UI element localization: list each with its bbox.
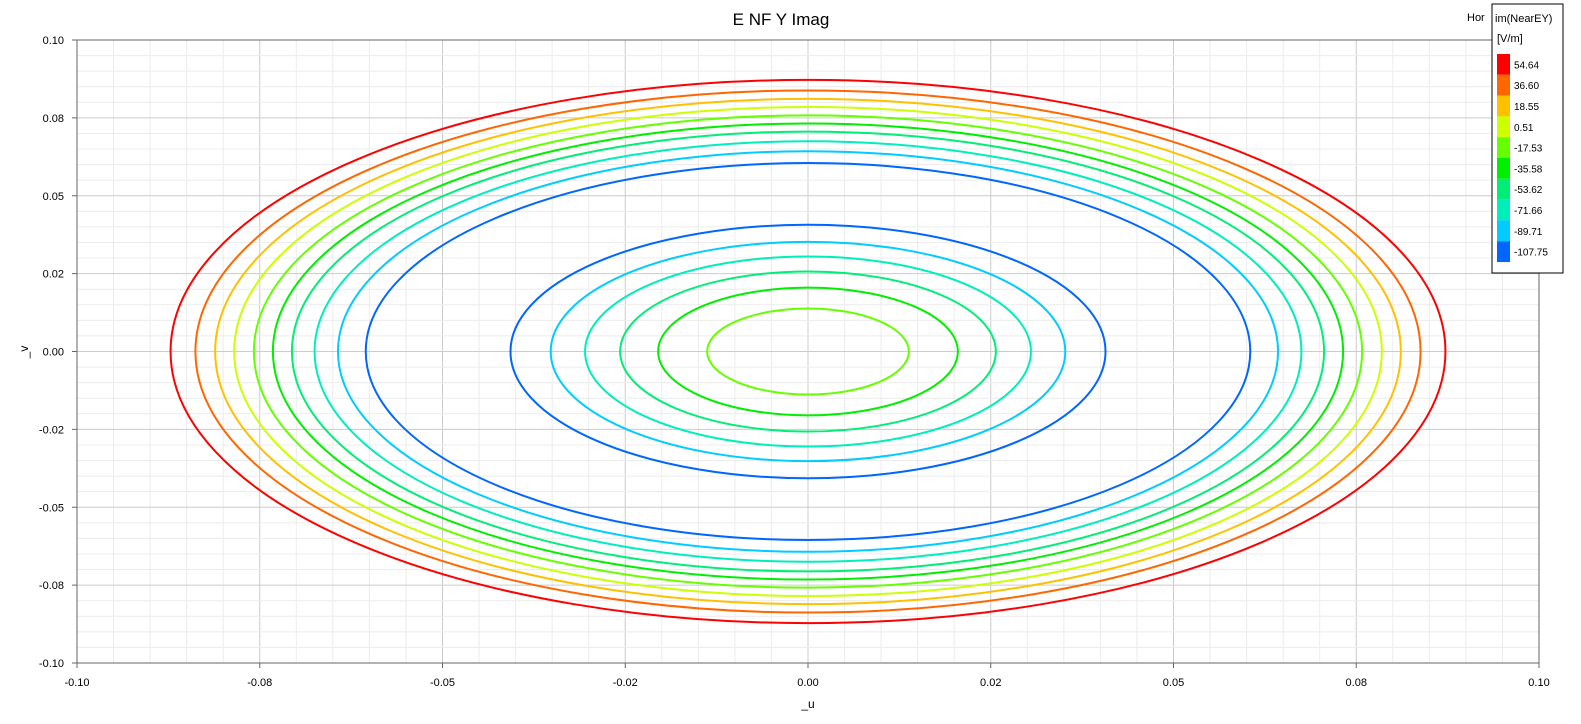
legend-swatch xyxy=(1497,220,1510,242)
legend-label: -89.71 xyxy=(1514,227,1543,238)
x-tick-label: 0.05 xyxy=(1163,677,1184,689)
contour-line xyxy=(706,307,910,396)
x-tick-label: -0.08 xyxy=(247,677,272,689)
contour-line xyxy=(214,97,1402,606)
legend-swatch xyxy=(1497,178,1510,200)
x-tick-label: 0.10 xyxy=(1528,677,1549,689)
contour-lines xyxy=(169,78,1447,625)
y-tick-label: -0.02 xyxy=(39,424,64,436)
legend-swatch xyxy=(1497,241,1510,262)
legend-swatch xyxy=(1497,95,1510,117)
y-tick-label: 0.10 xyxy=(43,35,64,47)
chart-title: E NF Y Imag xyxy=(733,10,830,29)
contour-line xyxy=(313,140,1303,563)
contour-line xyxy=(549,240,1067,463)
y-tick-label: -0.10 xyxy=(39,658,64,670)
contour-line xyxy=(169,78,1447,625)
x-axis-label: _u xyxy=(800,697,814,711)
y-tick-label: -0.05 xyxy=(39,502,64,514)
legend-label: -53.62 xyxy=(1514,185,1543,196)
x-tick-label: 0.08 xyxy=(1346,677,1367,689)
grid-lines xyxy=(76,39,1540,664)
x-tick-label: 0.02 xyxy=(980,677,1001,689)
y-axis-ticks: 0.10 0.08 0.05 0.02 0.00 -0.02 -0.05 -0.08 -0.10 xyxy=(39,35,77,670)
y-axis-label: _v xyxy=(17,346,31,360)
y-tick-label: 0.02 xyxy=(43,269,64,281)
contour-line xyxy=(252,114,1364,589)
legend-label: -107.75 xyxy=(1514,248,1548,259)
x-tick-label: -0.05 xyxy=(430,677,455,689)
contour-line xyxy=(509,223,1107,480)
legend-swatch xyxy=(1497,137,1510,158)
y-tick-label: 0.00 xyxy=(43,347,64,359)
contour-line xyxy=(364,162,1252,541)
y-tick-label: 0.05 xyxy=(43,191,64,203)
legend-label: 54.64 xyxy=(1514,60,1539,71)
partial-hor-label: Hor xyxy=(1467,12,1485,24)
x-tick-label: -0.02 xyxy=(613,677,638,689)
legend-title: im(NearEY) xyxy=(1495,13,1552,25)
legend-label: -17.53 xyxy=(1514,144,1543,155)
legend-swatch xyxy=(1497,74,1510,96)
legend-swatch xyxy=(1497,158,1510,179)
y-tick-label: 0.08 xyxy=(43,113,64,125)
contour-line xyxy=(584,255,1032,448)
legend-swatch xyxy=(1497,54,1510,75)
legend-label: 0.51 xyxy=(1514,123,1534,134)
legend-unit: [V/m] xyxy=(1497,33,1523,45)
contour-line xyxy=(619,270,997,433)
legend-swatch xyxy=(1497,116,1510,138)
contour-line xyxy=(290,130,1326,573)
contour-line xyxy=(336,150,1280,553)
legend-label: -71.66 xyxy=(1514,206,1543,217)
legend: im(NearEY) [V/m] 54.64 36.60 18.55 0.51 -17.… xyxy=(1491,3,1564,274)
x-tick-label: -0.10 xyxy=(64,677,89,689)
legend-label: -35.58 xyxy=(1514,164,1543,175)
x-axis-ticks: -0.10 -0.08 -0.05 -0.02 0.00 0.02 0.05 0.08 0.10 xyxy=(64,663,1550,689)
legend-label: 18.55 xyxy=(1514,102,1539,113)
contour-line xyxy=(194,89,1422,614)
contour-line xyxy=(271,122,1345,581)
y-tick-label: -0.08 xyxy=(39,580,64,592)
legend-label: 36.60 xyxy=(1514,81,1539,92)
x-tick-label: 0.00 xyxy=(797,677,818,689)
legend-swatch xyxy=(1497,199,1510,221)
contour-line xyxy=(233,105,1383,598)
contour-line xyxy=(657,286,959,417)
legend-entries: 54.64 36.60 18.55 0.51 -17.53 -35.58 -53.62 -71… xyxy=(1497,54,1548,262)
